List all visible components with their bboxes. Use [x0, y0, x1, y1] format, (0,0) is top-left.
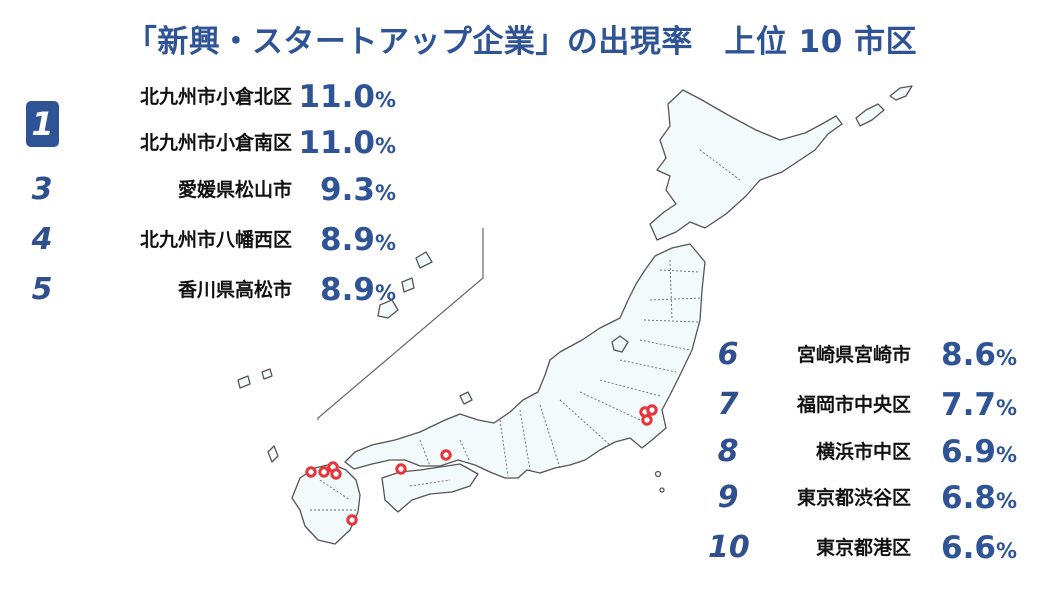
- rank-number: 8: [717, 434, 739, 469]
- rate-value: 8.6%: [941, 337, 1017, 373]
- rate-value: 7.7%: [941, 387, 1017, 423]
- northern-island-2: [889, 85, 913, 101]
- ranking-row: 10 東京都港区 6.6%: [708, 526, 1043, 570]
- rank-number: 5: [31, 272, 53, 307]
- city-name: 宮崎県宮崎市: [796, 344, 911, 366]
- northern-island-1: [855, 103, 885, 127]
- rate-value: 8.9%: [320, 272, 396, 308]
- ranking-row: 3 愛媛県松山市 9.3%: [22, 168, 422, 212]
- rank-number: 10: [708, 530, 750, 565]
- marker-fukuoka-chuo: [305, 466, 317, 478]
- izu-island-2: [659, 487, 665, 493]
- city-name: 横浜市中区: [815, 441, 911, 463]
- ranking-row: 9 東京都渋谷区 6.8%: [708, 476, 1043, 520]
- japan-landmass: [237, 85, 913, 545]
- rank-1-badge: 1: [26, 101, 59, 147]
- tsushima-island: [267, 445, 279, 463]
- ranking-row: 5 香川県高松市 8.9%: [22, 268, 422, 312]
- oki-island: [459, 391, 473, 405]
- sado-island: [611, 335, 629, 353]
- ranking-row: 北九州市小倉北区 11.0%: [22, 75, 422, 119]
- izu-island-1: [654, 470, 662, 478]
- rate-value: 6.6%: [941, 530, 1017, 566]
- okinawa-island-2: [401, 277, 415, 293]
- rank-number: 6: [717, 337, 739, 372]
- okinawa-island-1: [377, 299, 399, 319]
- marker-miyazaki: [346, 514, 358, 526]
- city-name: 北九州市小倉南区: [139, 132, 292, 154]
- okinawa-island-3: [415, 251, 433, 269]
- rank-number: 9: [717, 480, 739, 515]
- marker-kitakyushu-yahatanishi: [318, 466, 330, 478]
- marker-kitakyushu-kokuraminami: [330, 468, 342, 480]
- marker-matsuyama: [395, 463, 407, 475]
- okinawa-island-4: [237, 375, 251, 389]
- ranking-row: 北九州市小倉南区 11.0%: [22, 121, 422, 165]
- city-name: 香川県高松市: [177, 279, 292, 301]
- rate-value: 8.9%: [320, 222, 396, 258]
- city-name: 北九州市八幡西区: [139, 229, 292, 251]
- ranking-row: 8 横浜市中区 6.9%: [708, 430, 1043, 474]
- city-name: 東京都渋谷区: [796, 487, 911, 509]
- ranking-row: 6 宮崎県宮崎市 8.6%: [708, 333, 1043, 377]
- rank-number: 7: [717, 387, 739, 422]
- city-markers: [305, 404, 658, 526]
- marker-yokohama-naka: [641, 414, 653, 426]
- honshu-island: [344, 243, 706, 479]
- ranking-list-right: 6 宮崎県宮崎市 8.6% 7 福岡市中央区 7.7% 8 横浜市中区 6.9%…: [708, 333, 1028, 573]
- page-title: 「新興・スタートアップ企業」の出現率 上位 10 市区: [125, 24, 918, 60]
- okinawa-inset-border: [317, 228, 484, 420]
- hokkaido-island: [649, 89, 843, 241]
- rank-number: 3: [31, 172, 53, 207]
- rate-value: 6.9%: [941, 434, 1017, 470]
- marker-minato: [646, 404, 658, 416]
- ranking-list-left: 北九州市小倉北区 11.0% 北九州市小倉南区 11.0% 3 愛媛県松山市 9…: [22, 75, 396, 315]
- city-name: 北九州市小倉北区: [139, 86, 292, 108]
- marker-takamatsu: [440, 449, 452, 461]
- rate-value: 6.8%: [941, 480, 1017, 516]
- prefecture-borders: [310, 149, 741, 511]
- rate-value: 11.0%: [298, 79, 396, 115]
- ranking-row: 4 北九州市八幡西区 8.9%: [22, 218, 422, 262]
- rate-value: 11.0%: [298, 125, 396, 161]
- rank-number: 4: [31, 222, 53, 257]
- rate-value: 9.3%: [320, 172, 396, 208]
- ranking-row: 7 福岡市中央区 7.7%: [708, 383, 1043, 427]
- city-name: 愛媛県松山市: [177, 179, 292, 201]
- shikoku-island: [381, 463, 479, 513]
- okinawa-island-5: [261, 368, 273, 380]
- city-name: 福岡市中央区: [796, 394, 911, 416]
- city-name: 東京都港区: [815, 537, 911, 559]
- rank-number: [22, 121, 62, 165]
